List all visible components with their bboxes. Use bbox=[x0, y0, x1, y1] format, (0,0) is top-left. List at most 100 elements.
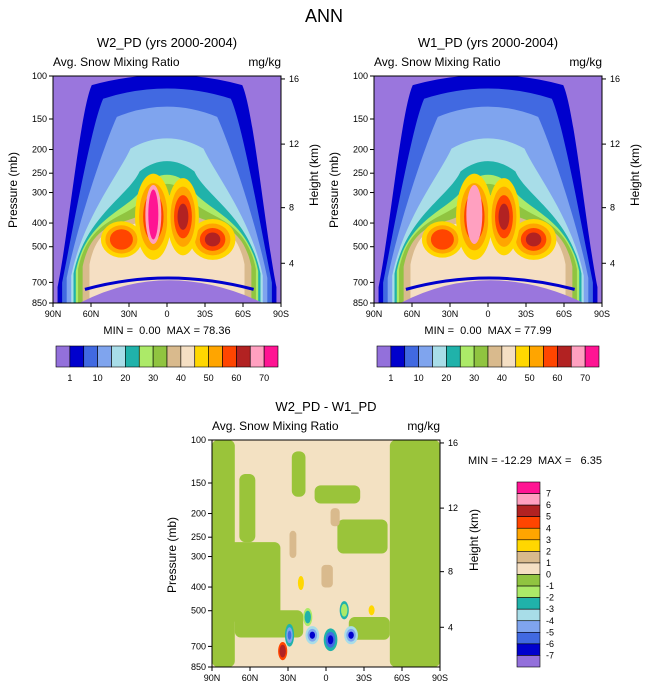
y-tick-label: 700 bbox=[191, 641, 206, 651]
contour-fill bbox=[337, 519, 388, 554]
contour-fill bbox=[330, 508, 340, 527]
contour-fill bbox=[304, 610, 311, 624]
colorbar-label: 1 bbox=[546, 558, 551, 568]
x-tick-label: 60N bbox=[242, 673, 259, 683]
y-tick-label: 500 bbox=[32, 242, 47, 252]
y-right-tick-label: 16 bbox=[448, 438, 458, 448]
contour-line bbox=[84, 276, 255, 291]
x-tick-label: 30S bbox=[197, 309, 213, 319]
colorbar-swatch bbox=[222, 345, 237, 368]
contour-fill bbox=[279, 644, 286, 658]
panel-w2-ylabel-right: Height (km) bbox=[307, 144, 321, 206]
y-tick-label: 300 bbox=[353, 188, 368, 198]
colorbar-swatch bbox=[516, 574, 541, 587]
panel-w2-title: W2_PD (yrs 2000-2004) bbox=[97, 35, 237, 50]
contour-fill bbox=[348, 631, 354, 639]
colorbar-w2: 1 10 20 30 40 50 60 70 bbox=[55, 345, 279, 383]
panel-w1-units: mg/kg bbox=[569, 55, 602, 69]
figure-title: ANN bbox=[305, 6, 343, 26]
colorbar-swatch bbox=[208, 345, 223, 368]
y-tick-label: 300 bbox=[32, 188, 47, 198]
y-right-tick-label: 4 bbox=[448, 622, 453, 632]
panel-diff-stats: MIN = -12.29 MAX = 6.35 bbox=[468, 455, 602, 467]
lower-region bbox=[400, 280, 584, 303]
contour-fill bbox=[341, 603, 348, 617]
colorbar-swatch bbox=[516, 597, 541, 610]
colorbar-swatch bbox=[516, 493, 541, 506]
y-tick-label: 700 bbox=[32, 277, 47, 287]
colorbar-label: -7 bbox=[546, 650, 554, 660]
y-tick-label: 150 bbox=[32, 114, 47, 124]
panel-diff-field bbox=[212, 440, 440, 667]
colorbar-label: 6 bbox=[546, 500, 551, 510]
y-tick-label: 700 bbox=[353, 277, 368, 287]
y-tick-label: 400 bbox=[353, 218, 368, 228]
y-tick-label: 500 bbox=[191, 606, 206, 616]
colorbar-label: 60 bbox=[231, 373, 241, 383]
colorbar-swatch bbox=[529, 345, 544, 368]
contour-fill bbox=[223, 542, 281, 622]
panel-w1-stats: MIN = 0.00 MAX = 77.99 bbox=[424, 325, 551, 337]
colorbar-swatch bbox=[152, 345, 168, 368]
panel-diff-axes: 90N 60N 30N 0 30S 60S 90S 100 150 200 250 300 400 500… bbox=[191, 435, 458, 683]
y-tick-label: 100 bbox=[32, 71, 47, 81]
contour-line bbox=[405, 276, 576, 291]
x-tick-label: 0 bbox=[164, 309, 169, 319]
contour-fill bbox=[525, 232, 542, 247]
panel-w2-field bbox=[53, 76, 281, 303]
colorbar-swatch bbox=[263, 345, 279, 368]
colorbar-swatch bbox=[516, 585, 541, 598]
colorbar-label: 60 bbox=[552, 373, 562, 383]
colorbar-swatch bbox=[570, 345, 586, 368]
x-tick-label: 90S bbox=[273, 309, 289, 319]
colorbar-label: -4 bbox=[546, 616, 554, 626]
colorbar-swatch bbox=[390, 345, 406, 368]
colorbar-diff: 76 54 32 1 0-1 -2-3 -4-5 -6-7 bbox=[516, 481, 554, 668]
y-tick-label: 850 bbox=[32, 298, 47, 308]
colorbar-swatch bbox=[83, 345, 98, 368]
y-right-tick-label: 8 bbox=[610, 203, 615, 213]
colorbar-label: 1 bbox=[67, 373, 72, 383]
colorbar-swatch bbox=[473, 345, 489, 368]
x-tick-label: 90N bbox=[45, 309, 62, 319]
x-tick-label: 90S bbox=[432, 673, 448, 683]
colorbar-swatch bbox=[516, 620, 541, 633]
panel-w1-title: W1_PD (yrs 2000-2004) bbox=[418, 35, 558, 50]
colorbar-label: 2 bbox=[546, 546, 551, 556]
colorbar-swatch bbox=[501, 345, 517, 368]
panel-diff-units: mg/kg bbox=[407, 419, 440, 433]
colorbar-swatch bbox=[180, 345, 196, 368]
colorbar-label: 40 bbox=[176, 373, 186, 383]
contour-fill bbox=[327, 635, 334, 645]
contour-fill bbox=[239, 474, 256, 543]
panel-w1-ylabel: Pressure (mb) bbox=[327, 152, 341, 228]
x-tick-label: 90S bbox=[594, 309, 610, 319]
colorbar-w1: 1 10 20 30 40 50 60 70 bbox=[376, 345, 600, 383]
panel-w2-stats: MIN = 0.00 MAX = 78.36 bbox=[103, 325, 230, 337]
contour-fill bbox=[309, 631, 316, 639]
contour-fill bbox=[291, 451, 306, 497]
contour-fill bbox=[204, 232, 221, 247]
y-right-tick-label: 4 bbox=[610, 258, 615, 268]
colorbar-swatch bbox=[69, 345, 85, 368]
panel-diff-title: W2_PD - W1_PD bbox=[275, 399, 376, 414]
colorbar-label: 10 bbox=[414, 373, 424, 383]
colorbar-label: -3 bbox=[546, 604, 554, 614]
colorbar-swatch bbox=[516, 481, 541, 494]
x-tick-label: 60S bbox=[394, 673, 410, 683]
colorbar-swatch bbox=[516, 632, 541, 645]
y-right-tick-label: 4 bbox=[289, 258, 294, 268]
colorbar-label: 30 bbox=[148, 373, 158, 383]
y-tick-label: 400 bbox=[32, 218, 47, 228]
colorbar-label: 1 bbox=[388, 373, 393, 383]
contour-fill bbox=[287, 630, 292, 640]
colorbar-label: 7 bbox=[546, 489, 551, 499]
colorbar-swatch bbox=[516, 608, 541, 622]
colorbar-swatch bbox=[557, 345, 572, 368]
colorbar-label: 40 bbox=[497, 373, 507, 383]
y-right-tick-label: 8 bbox=[289, 203, 294, 213]
panel-w1-field bbox=[374, 76, 602, 303]
colorbar-label: 50 bbox=[204, 373, 214, 383]
x-tick-label: 60N bbox=[83, 309, 100, 319]
